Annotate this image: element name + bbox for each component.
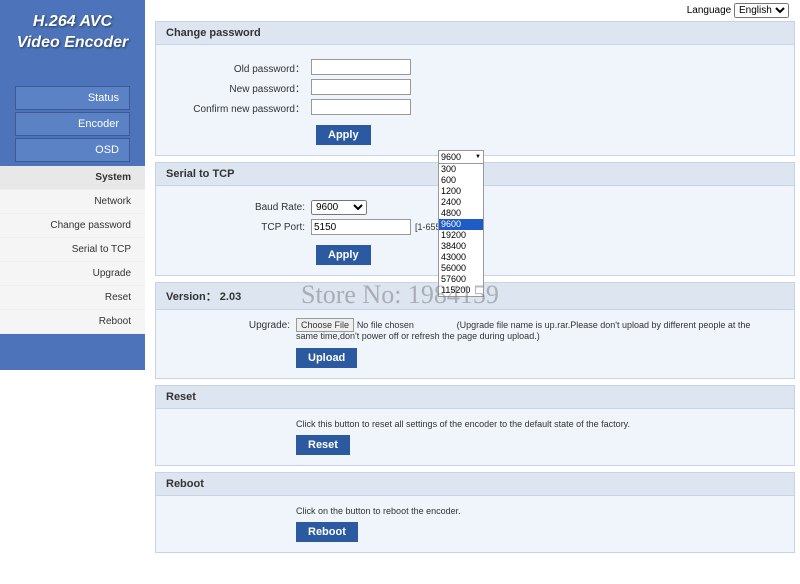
logo-line1: H.264 AVC <box>8 12 137 33</box>
nav-status[interactable]: Status <box>15 86 130 110</box>
apply-serial-button[interactable]: Apply <box>316 245 371 265</box>
baud-option[interactable]: 600 <box>439 175 483 186</box>
input-old-password[interactable] <box>311 59 411 75</box>
label-old-password: Old password： <box>176 60 311 75</box>
input-confirm-password[interactable] <box>311 99 411 115</box>
apply-password-button[interactable]: Apply <box>316 125 371 145</box>
sidebar: H.264 AVC Video Encoder Status Encoder O… <box>0 0 145 370</box>
nav-encoder[interactable]: Encoder <box>15 112 130 136</box>
subnav-network[interactable]: Network <box>0 190 145 214</box>
subnav-system[interactable]: System <box>0 166 145 190</box>
nav-osd[interactable]: OSD <box>15 138 130 162</box>
input-new-password[interactable] <box>311 79 411 95</box>
nav: Status Encoder OSD <box>0 86 145 162</box>
label-confirm-password: Confirm new password： <box>176 100 311 115</box>
baud-option[interactable]: 57600 <box>439 274 483 285</box>
label-new-password: New password： <box>176 80 311 95</box>
logo: H.264 AVC Video Encoder <box>0 0 145 66</box>
label-upgrade: Upgrade: <box>176 320 296 331</box>
subnav-reset[interactable]: Reset <box>0 286 145 310</box>
select-baud-rate[interactable]: 9600 <box>311 200 367 215</box>
baud-option[interactable]: 43000 <box>439 252 483 263</box>
subnav-changepw[interactable]: Change password <box>0 214 145 238</box>
subnav-upgrade[interactable]: Upgrade <box>0 262 145 286</box>
section-reset: Reset Click this button to reset all set… <box>155 385 795 466</box>
label-tcp-port: TCP Port: <box>176 222 311 233</box>
baud-option[interactable]: 300 <box>439 164 483 175</box>
baud-option[interactable]: 115200 <box>439 285 483 296</box>
baud-option[interactable]: 2400 <box>439 197 483 208</box>
section-reboot: Reboot Click on the button to reboot the… <box>155 472 795 553</box>
subnav-reboot[interactable]: Reboot <box>0 310 145 334</box>
no-file-text: No file chosen <box>357 320 414 330</box>
baud-dropdown-open: 9600 30060012002400480096001920038400430… <box>438 150 484 297</box>
baud-option[interactable]: 4800 <box>439 208 483 219</box>
language-bar: Language English <box>155 0 795 21</box>
baud-option[interactable]: 9600 <box>439 219 483 230</box>
language-label: Language <box>687 5 732 16</box>
baud-dropdown-list: 3006001200240048009600192003840043000560… <box>439 164 483 296</box>
reboot-button[interactable]: Reboot <box>296 522 358 542</box>
section-change-password: Change password Old password： New passwo… <box>155 21 795 156</box>
subnav: System Network Change password Serial to… <box>0 166 145 334</box>
logo-line2: Video Encoder <box>8 33 137 54</box>
baud-dropdown-selected[interactable]: 9600 <box>439 151 483 164</box>
label-baud-rate: Baud Rate: <box>176 202 311 213</box>
section-title-reboot: Reboot <box>156 473 794 496</box>
reset-button[interactable]: Reset <box>296 435 350 455</box>
baud-option[interactable]: 1200 <box>439 186 483 197</box>
upload-button[interactable]: Upload <box>296 348 357 368</box>
section-title-changepw: Change password <box>156 22 794 45</box>
language-select[interactable]: English <box>734 3 789 18</box>
choose-file-button[interactable]: Choose File <box>296 318 354 332</box>
section-title-reset: Reset <box>156 386 794 409</box>
subnav-serial[interactable]: Serial to TCP <box>0 238 145 262</box>
input-tcp-port[interactable] <box>311 219 411 235</box>
baud-option[interactable]: 38400 <box>439 241 483 252</box>
reset-text: Click this button to reset all settings … <box>296 419 774 429</box>
reboot-text: Click on the button to reboot the encode… <box>296 506 774 516</box>
baud-option[interactable]: 56000 <box>439 263 483 274</box>
baud-option[interactable]: 19200 <box>439 230 483 241</box>
